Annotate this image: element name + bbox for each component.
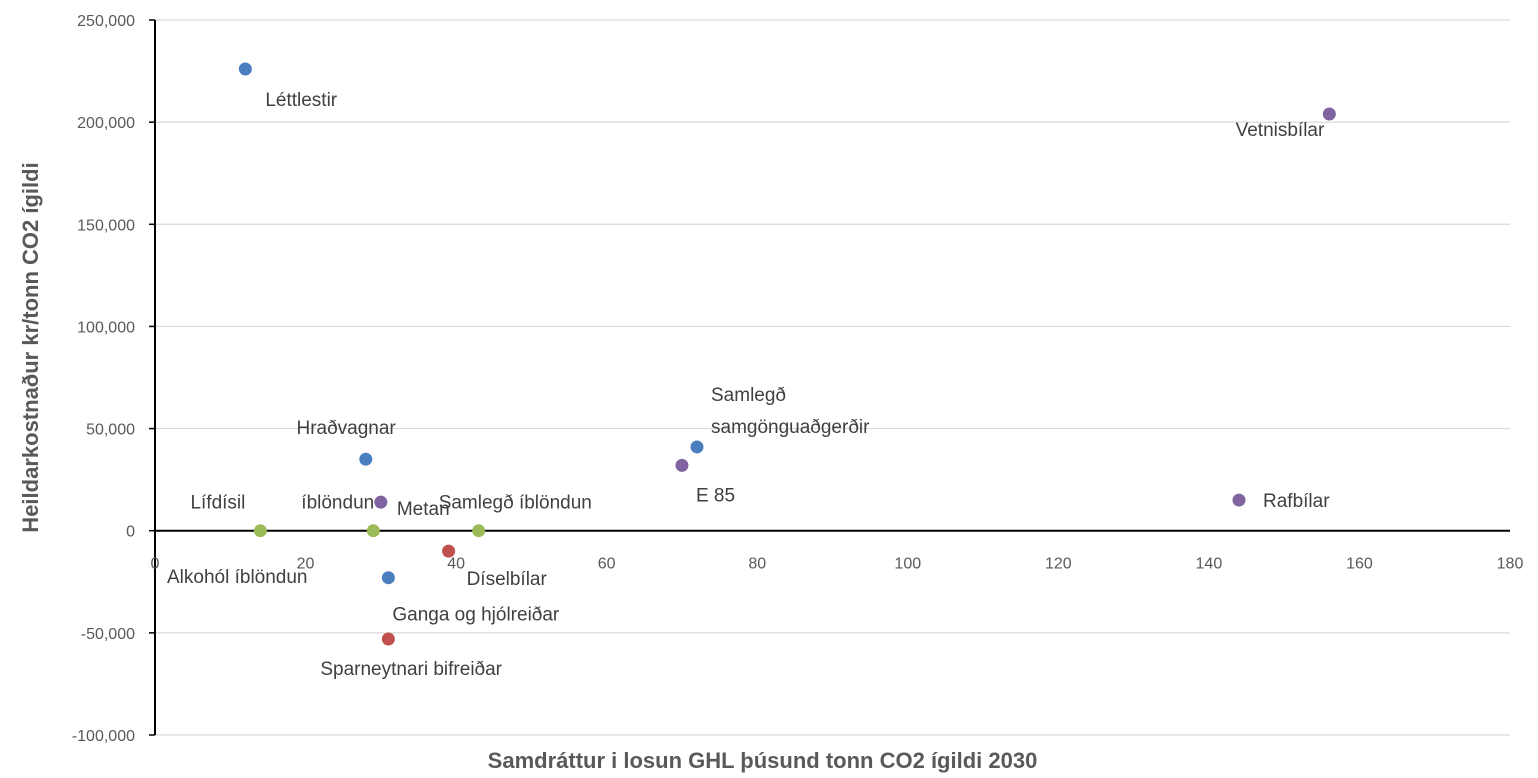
x-tick-label: 80 [748, 556, 766, 573]
x-tick-label: 0 [151, 556, 160, 573]
x-tick-label: 20 [297, 556, 315, 573]
data-label: Rafbílar [1263, 491, 1330, 512]
data-label: íblöndun [301, 493, 374, 514]
data-label: Lífdísil [190, 493, 245, 514]
data-label: E 85 [696, 485, 735, 506]
data-label: Sparneytnari bifreiðar [320, 659, 502, 680]
data-point [359, 452, 373, 466]
data-label: Samlegð [711, 385, 786, 406]
y-tick-label: 150,000 [77, 217, 135, 234]
data-labels: Léttlestir Hraðvagnar Samlegð samgönguaðger… [167, 90, 1330, 680]
data-point [675, 458, 689, 472]
x-axis-title: Samdráttur i losun GHL þúsund tonn CO2 í… [488, 748, 1038, 773]
y-tick-label: 200,000 [77, 115, 135, 132]
y-tick-label: 250,000 [77, 13, 135, 30]
data-point [366, 524, 380, 538]
data-point [381, 571, 395, 585]
x-tick-label: 180 [1497, 556, 1524, 573]
data-point [238, 62, 252, 76]
data-point [253, 524, 267, 538]
data-point [381, 632, 395, 646]
y-axis-title: Heildarkostnaður kr/tonn CO2 ígildi [18, 162, 43, 532]
data-label: Samlegð íblöndun [439, 493, 592, 514]
data-label: samgönguaðgerðir [711, 417, 870, 438]
x-tick-label: 40 [447, 556, 465, 573]
data-label: Léttlestir [265, 90, 337, 111]
x-tick-label: 140 [1196, 556, 1223, 573]
data-point [442, 544, 456, 558]
axes [149, 19, 1510, 736]
y-tick-label: -50,000 [81, 626, 135, 643]
x-tick-label: 60 [598, 556, 616, 573]
data-label: Vetnisbílar [1236, 120, 1325, 141]
data-label: Metan [397, 499, 450, 520]
x-tick-label: 100 [894, 556, 921, 573]
data-point [1232, 493, 1246, 507]
x-tick-label: 160 [1346, 556, 1373, 573]
y-tick-label: -100,000 [72, 728, 135, 745]
tick-labels: 250,000 200,000 150,000 100,000 50,000 0 -50,0… [72, 13, 1524, 745]
data-point [374, 495, 388, 509]
y-tick-label: 0 [126, 524, 135, 541]
data-label: Alkohól íblöndun [167, 567, 308, 588]
x-tick-label: 120 [1045, 556, 1072, 573]
data-point [1322, 107, 1336, 121]
data-label: Hraðvagnar [296, 418, 396, 439]
data-points [238, 62, 1336, 646]
data-point [472, 524, 486, 538]
data-point [690, 440, 704, 454]
y-tick-label: 50,000 [86, 422, 135, 439]
y-tick-label: 100,000 [77, 319, 135, 336]
gridlines [155, 19, 1510, 736]
data-label: Díselbílar [467, 569, 548, 590]
data-label: Ganga og hjólreiðar [392, 605, 560, 626]
